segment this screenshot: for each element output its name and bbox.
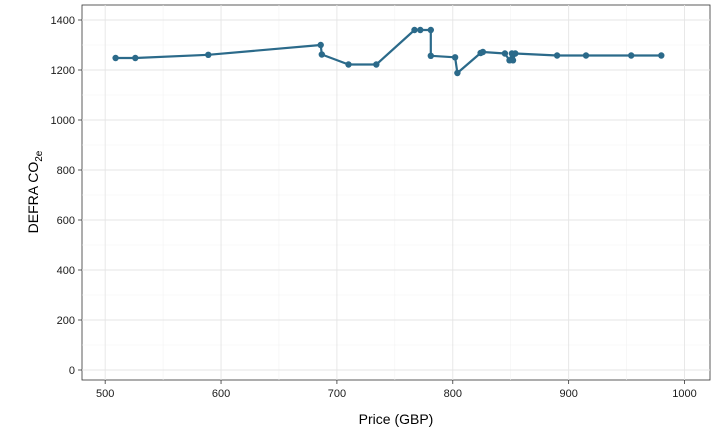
y-tick-label: 1400 [51,15,75,27]
data-point [317,41,324,49]
x-tick-label: 1000 [672,388,696,400]
y-axis-title: DEFRA CO2e [25,150,45,233]
y-tick-label: 800 [57,165,75,177]
x-axis-title: Price (GBP) [359,411,434,427]
grid-minor [82,5,710,380]
x-tick-label: 800 [444,388,462,400]
data-point [628,52,635,59]
series-layer [112,26,665,77]
data-point [132,54,139,62]
x-tick-label: 500 [96,388,114,400]
data-point [512,50,519,57]
data-point [427,52,434,59]
x-tick-label: 700 [328,388,346,400]
data-point [501,50,509,57]
data-point [454,69,461,77]
data-point [451,54,459,61]
x-axis: 500 600 700 800 900 1000 [96,380,697,400]
data-point [582,52,590,59]
data-point [658,52,665,59]
grid-major [82,5,710,380]
data-point [427,26,434,34]
y-axis: 0 200 400 600 800 1000 1200 1400 [51,15,82,377]
data-point [417,26,424,34]
data-point [345,61,352,68]
y-tick-label: 0 [69,365,75,377]
y-tick-label: 1200 [51,65,75,77]
data-point [553,52,561,59]
plot-panel [81,4,711,381]
data-point [411,26,418,34]
y-tick-label: 400 [57,265,75,277]
y-axis-title-subscript: 2e [34,150,45,162]
data-point [112,54,119,62]
y-tick-label: 1000 [51,115,75,127]
y-tick-label: 200 [57,315,75,327]
data-point [373,61,380,68]
y-axis-title-main: DEFRA CO [25,162,41,234]
x-tick-label: 900 [559,388,577,400]
data-point [509,57,517,64]
data-point [318,51,325,58]
x-tick-label: 600 [212,388,230,400]
data-point [205,51,212,58]
data-point [479,48,487,56]
y-tick-label: 600 [57,215,75,227]
